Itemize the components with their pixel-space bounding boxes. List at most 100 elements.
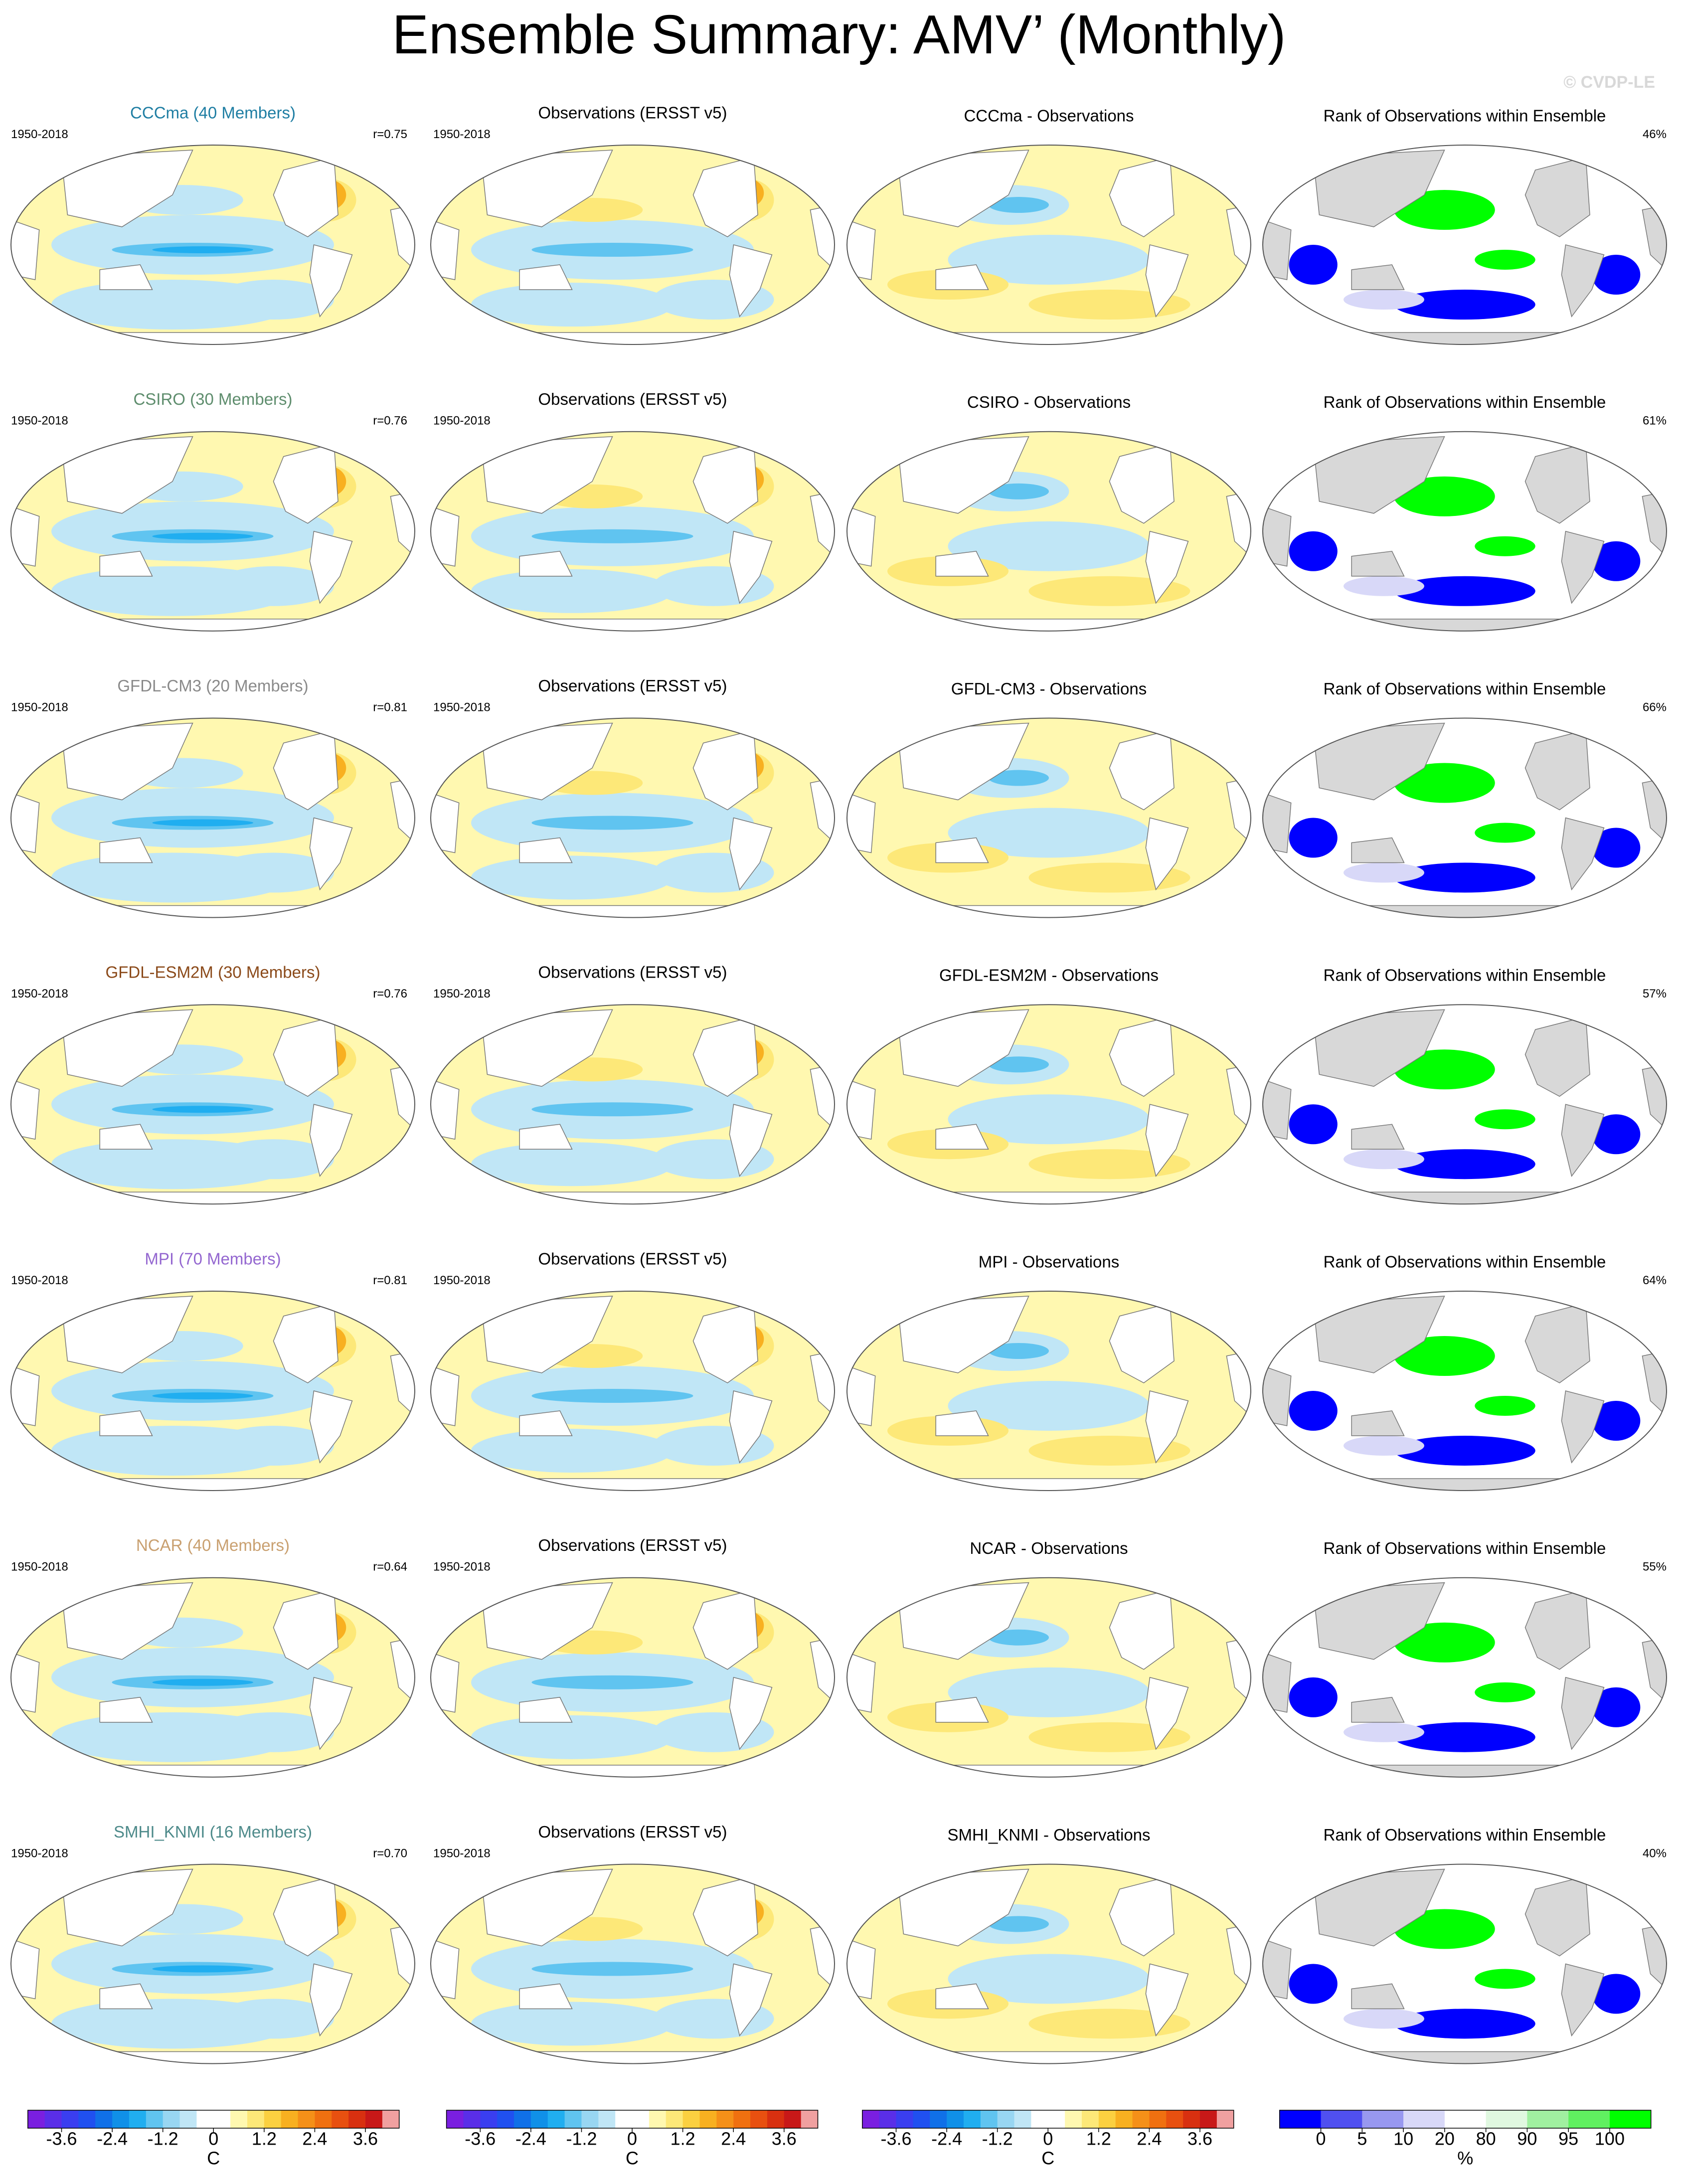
- land: [309, 244, 353, 318]
- land: [1145, 817, 1189, 891]
- colorbar-swatch: [547, 2110, 565, 2128]
- anomaly-region: [988, 197, 1049, 213]
- panel-title: GFDL-ESM2M - Observations: [939, 966, 1159, 985]
- colorbar-tick-label: 95: [1558, 2129, 1578, 2149]
- map: [1263, 1864, 1667, 2064]
- anomaly-region: [1592, 1687, 1641, 1727]
- anomaly-region: [1394, 763, 1495, 803]
- colorbar-swatch: [632, 2110, 650, 2128]
- land: [1263, 792, 1292, 853]
- panel-title: CSIRO - Observations: [967, 393, 1131, 411]
- land: [1561, 1677, 1605, 1750]
- land: [1263, 1079, 1292, 1140]
- land: [431, 792, 460, 853]
- colorbar-swatch: [1132, 2110, 1150, 2128]
- anomaly-region: [988, 483, 1049, 500]
- colorbar-swatch: [1065, 2110, 1082, 2128]
- land: [11, 332, 415, 345]
- colorbar-swatch: [61, 2110, 79, 2128]
- anomaly-region: [1475, 250, 1535, 270]
- panel-title: GFDL-CM3 - Observations: [951, 679, 1147, 698]
- land: [481, 1582, 613, 1660]
- map-border: [1262, 717, 1667, 918]
- land: [431, 1191, 835, 1204]
- colorbar-tick-label: 0: [208, 2129, 218, 2149]
- land: [1313, 150, 1445, 227]
- anomaly-region: [213, 280, 334, 320]
- anomaly-region: [1028, 1722, 1190, 1752]
- colorbar-swatch: [564, 2110, 582, 2128]
- map-border: [10, 431, 415, 632]
- land: [61, 722, 193, 801]
- land: [1561, 1390, 1605, 1464]
- map-border: [10, 1004, 415, 1205]
- colorbar-swatch: [1031, 2110, 1048, 2128]
- rank-percent: 66%: [1643, 700, 1667, 714]
- colorbar-swatch: [716, 2110, 734, 2128]
- land: [935, 1696, 989, 1723]
- anomaly-region: [1394, 1336, 1495, 1376]
- colorbar-swatch: [382, 2110, 400, 2128]
- land: [431, 905, 835, 918]
- panel-title: NCAR - Observations: [970, 1539, 1128, 1557]
- map: [847, 1005, 1251, 1204]
- period-label: 1950-2018: [11, 414, 68, 428]
- colorbar-swatch: [682, 2110, 700, 2128]
- land: [309, 530, 353, 604]
- map: [431, 1005, 835, 1204]
- land: [11, 905, 415, 918]
- land: [1263, 1478, 1667, 1491]
- map-border: [430, 1863, 835, 2064]
- colorbar-swatch: [879, 2110, 897, 2128]
- map-border: [1262, 1863, 1667, 2064]
- map: [431, 431, 835, 631]
- land: [935, 1124, 989, 1150]
- anomaly-region: [213, 1999, 334, 2039]
- map: [847, 431, 1251, 631]
- colorbar-swatch: [1321, 2110, 1362, 2128]
- map: [11, 1864, 415, 2064]
- map: [11, 431, 415, 631]
- map-border: [846, 431, 1251, 632]
- land: [1263, 505, 1292, 567]
- anomaly-region: [1344, 576, 1424, 596]
- anomaly-region: [1394, 290, 1535, 320]
- land: [1145, 530, 1189, 604]
- land: [1145, 1677, 1189, 1750]
- colorbar-swatch: [1568, 2110, 1610, 2128]
- colorbar-swatch: [514, 2110, 531, 2128]
- map-border: [430, 1577, 835, 1778]
- anomaly-region: [988, 770, 1049, 786]
- colorbar-swatch: [997, 2110, 1015, 2128]
- land: [1145, 1963, 1189, 2037]
- map: [11, 718, 415, 918]
- colorbar-swatch: [179, 2110, 197, 2128]
- land: [897, 722, 1029, 801]
- anomaly-region: [1028, 862, 1190, 893]
- map: [847, 1291, 1251, 1491]
- colorbar-tick-label: 3.6: [353, 2129, 378, 2149]
- colorbar-tick-label: 3.6: [1187, 2129, 1212, 2149]
- panel-title: Observations (ERSST v5): [538, 1536, 727, 1554]
- colorbar-swatch: [196, 2110, 214, 2128]
- colorbar-swatch: [163, 2110, 180, 2128]
- anomaly-region: [531, 1389, 693, 1403]
- anomaly-region: [948, 808, 1150, 858]
- colorbar-swatch: [784, 2110, 802, 2128]
- land: [1263, 2051, 1667, 2064]
- land: [935, 1410, 989, 1436]
- anomaly-region: [471, 2002, 673, 2046]
- anomaly-region: [1394, 1049, 1495, 1090]
- colorbar-swatch: [78, 2110, 96, 2128]
- land: [847, 1365, 876, 1426]
- map: [1263, 1291, 1667, 1491]
- anomaly-region: [471, 283, 673, 327]
- land: [519, 1983, 573, 2010]
- land: [1145, 1390, 1189, 1464]
- colorbar-swatch: [463, 2110, 481, 2128]
- anomaly-region: [1475, 1682, 1535, 1702]
- colorbar-swatch: [963, 2110, 981, 2128]
- colorbar-swatch: [348, 2110, 366, 2128]
- colorbar-swatch: [767, 2110, 785, 2128]
- land: [897, 1868, 1029, 1947]
